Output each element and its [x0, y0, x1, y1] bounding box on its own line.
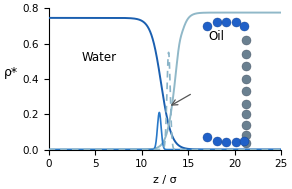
Point	[244, 134, 248, 137]
Point	[244, 39, 248, 42]
Point	[204, 24, 209, 27]
Point	[244, 90, 248, 93]
Point	[215, 139, 219, 142]
Point	[244, 65, 248, 68]
Point	[242, 24, 246, 27]
Text: Oil: Oil	[208, 30, 225, 43]
X-axis label: z / σ: z / σ	[153, 175, 177, 185]
Point	[244, 123, 248, 126]
Point	[215, 21, 219, 24]
Text: Water: Water	[81, 51, 116, 64]
Point	[242, 139, 246, 142]
Point	[244, 53, 248, 56]
Y-axis label: ρ*: ρ*	[4, 66, 18, 79]
Point	[224, 141, 229, 144]
Point	[204, 136, 209, 139]
Point	[244, 113, 248, 116]
Point	[233, 141, 238, 144]
Point	[244, 102, 248, 105]
Point	[233, 21, 238, 24]
Point	[244, 77, 248, 80]
Point	[244, 142, 248, 145]
Point	[224, 21, 229, 24]
